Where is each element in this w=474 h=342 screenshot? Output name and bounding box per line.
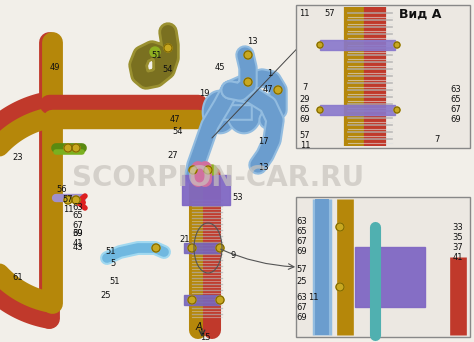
Text: 15: 15: [200, 332, 210, 342]
Circle shape: [204, 166, 212, 174]
Circle shape: [244, 51, 252, 59]
Text: 65: 65: [297, 227, 307, 237]
Circle shape: [192, 165, 202, 175]
Text: 65: 65: [451, 95, 461, 105]
Text: 65: 65: [73, 211, 83, 221]
Text: 29: 29: [300, 95, 310, 105]
Bar: [184, 243, 219, 253]
Text: 47: 47: [170, 116, 180, 124]
Text: 11: 11: [299, 10, 309, 18]
Circle shape: [188, 244, 196, 252]
Text: 21: 21: [180, 236, 190, 245]
Text: 51: 51: [106, 247, 116, 255]
Text: 69: 69: [300, 116, 310, 124]
Text: 37: 37: [453, 244, 464, 252]
Text: 13: 13: [246, 38, 257, 47]
Bar: [355, 247, 425, 307]
Text: 65: 65: [300, 105, 310, 115]
Text: 57: 57: [297, 265, 307, 275]
Text: 11: 11: [308, 293, 318, 303]
Text: 25: 25: [101, 291, 111, 301]
Text: 56: 56: [57, 185, 67, 195]
Text: 67: 67: [451, 105, 461, 115]
Circle shape: [207, 165, 217, 175]
Text: 11: 11: [63, 206, 73, 214]
Text: 39: 39: [73, 229, 83, 238]
Text: 67: 67: [297, 237, 307, 247]
Circle shape: [317, 42, 323, 48]
Text: 54: 54: [173, 128, 183, 136]
Circle shape: [335, 242, 345, 252]
Bar: [184, 295, 219, 305]
Text: 27: 27: [168, 150, 178, 159]
Circle shape: [244, 78, 252, 86]
Circle shape: [64, 144, 72, 152]
Text: 49: 49: [50, 64, 60, 73]
Text: 63: 63: [73, 202, 83, 211]
Circle shape: [394, 42, 400, 48]
Text: 61: 61: [13, 274, 23, 282]
Text: 33: 33: [453, 224, 464, 233]
Text: 69: 69: [451, 116, 461, 124]
Text: 7: 7: [434, 135, 440, 145]
Text: 57: 57: [300, 131, 310, 140]
Text: А: А: [196, 322, 202, 332]
Circle shape: [150, 47, 160, 57]
Text: 67: 67: [297, 303, 307, 313]
Bar: [296, 5, 470, 148]
Text: 7: 7: [302, 83, 308, 92]
Text: 41: 41: [453, 253, 463, 263]
Text: 63: 63: [451, 86, 461, 94]
Text: 11: 11: [300, 141, 310, 149]
Text: 54: 54: [163, 66, 173, 75]
Circle shape: [189, 166, 197, 174]
Circle shape: [216, 296, 224, 304]
Text: 69: 69: [297, 314, 307, 323]
Text: 51: 51: [152, 51, 162, 60]
Circle shape: [188, 296, 196, 304]
Text: 69: 69: [297, 248, 307, 256]
Text: 13: 13: [258, 163, 268, 172]
Text: 51: 51: [110, 277, 120, 287]
Circle shape: [152, 244, 160, 252]
Circle shape: [72, 144, 80, 152]
Text: 35: 35: [453, 234, 463, 242]
Bar: [182, 175, 230, 205]
Text: 45: 45: [215, 64, 225, 73]
Circle shape: [72, 196, 80, 204]
Bar: [296, 197, 470, 337]
Text: 5: 5: [110, 259, 116, 267]
Text: Вид А: Вид А: [399, 8, 441, 21]
Bar: [320, 105, 395, 115]
Circle shape: [317, 107, 323, 113]
Text: 63: 63: [297, 293, 307, 303]
Text: SCORPION-CAR.RU: SCORPION-CAR.RU: [72, 164, 364, 192]
Circle shape: [216, 244, 224, 252]
Text: 63: 63: [297, 218, 307, 226]
Circle shape: [336, 283, 344, 291]
Bar: [320, 40, 395, 50]
Circle shape: [64, 196, 72, 204]
Text: 23: 23: [13, 154, 23, 162]
Text: 47: 47: [263, 86, 273, 94]
Circle shape: [164, 44, 172, 52]
Text: 41: 41: [73, 238, 83, 248]
Text: 43: 43: [73, 244, 83, 252]
Text: 57: 57: [63, 196, 73, 205]
Text: 19: 19: [199, 89, 209, 97]
Text: 17: 17: [258, 137, 268, 146]
Circle shape: [394, 107, 400, 113]
Text: 9: 9: [230, 250, 236, 260]
Text: 1: 1: [267, 69, 273, 79]
Text: 69: 69: [73, 229, 83, 238]
Text: 57: 57: [325, 10, 335, 18]
Circle shape: [336, 223, 344, 231]
Text: 53: 53: [233, 194, 243, 202]
Circle shape: [274, 86, 282, 94]
Text: 25: 25: [297, 277, 307, 287]
Text: 67: 67: [73, 221, 83, 229]
